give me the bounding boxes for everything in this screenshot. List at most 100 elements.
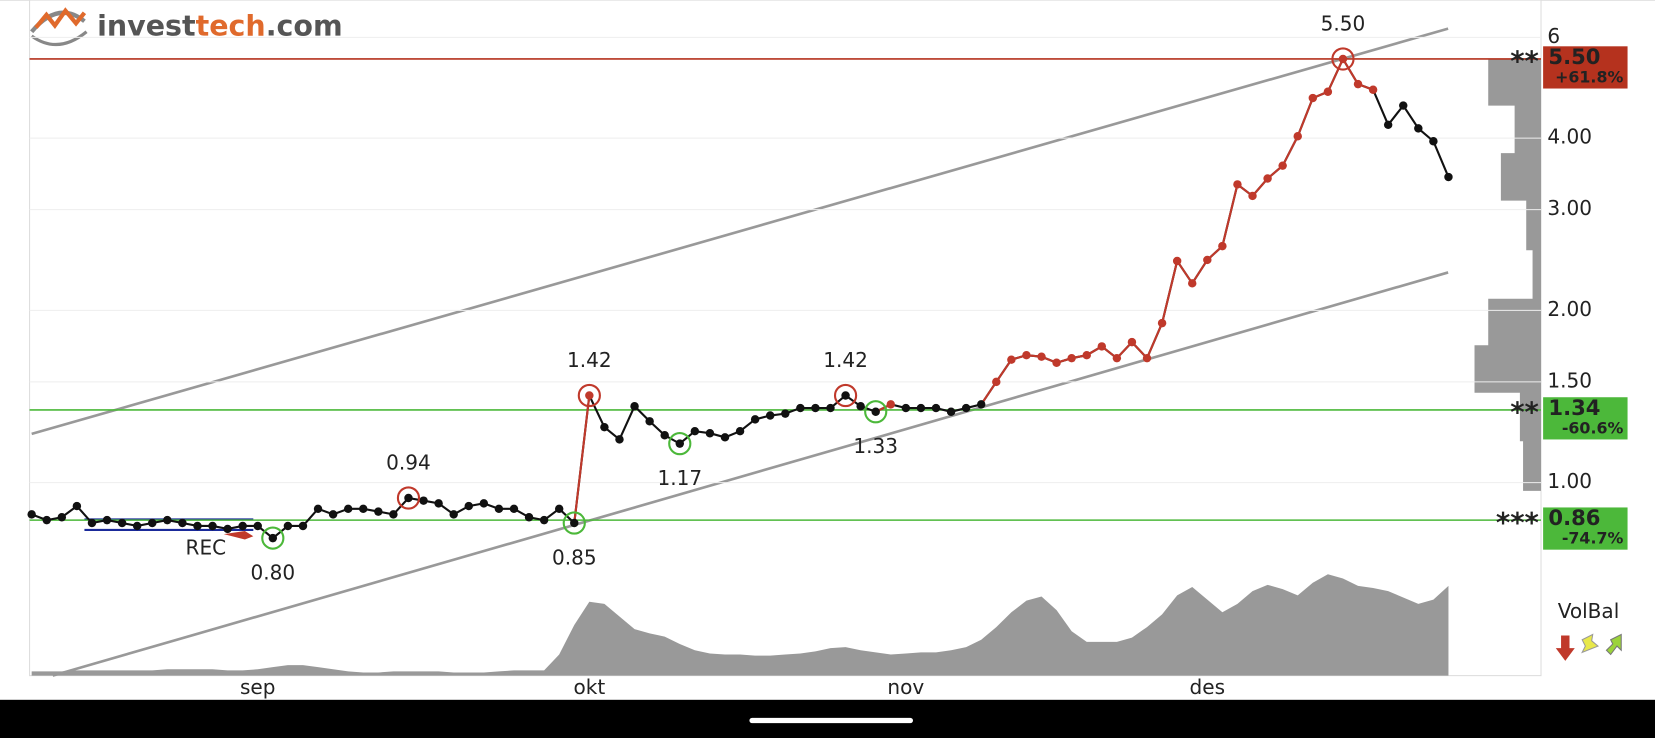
y-tick-label: 2.00	[1547, 297, 1592, 321]
extreme-label: 1.42	[823, 348, 868, 372]
price-point	[1444, 172, 1453, 182]
price-point	[781, 409, 790, 418]
price-point	[735, 426, 745, 436]
price-segment	[1326, 58, 1344, 93]
price-point	[1308, 93, 1318, 103]
price-point	[208, 521, 217, 531]
price-point	[389, 510, 398, 519]
price-segment	[1176, 260, 1194, 284]
y-tick-label: 6	[1547, 24, 1560, 48]
price-point	[27, 510, 36, 519]
extreme-marker	[668, 432, 692, 456]
logo-icon	[30, 30, 88, 47]
level-change: -60.6%	[1562, 418, 1624, 437]
price-point	[1052, 358, 1061, 367]
level-change: -74.7%	[1562, 529, 1624, 548]
price-point	[479, 499, 489, 508]
home-indicator[interactable]	[749, 717, 913, 724]
price-segment	[1161, 260, 1179, 324]
price-point	[1278, 161, 1287, 170]
price-point	[72, 501, 82, 511]
price-segment	[995, 359, 1013, 383]
price-point	[464, 501, 473, 511]
price-point	[946, 407, 956, 416]
price-point	[630, 401, 639, 411]
logo-icon	[34, 7, 87, 29]
price-point	[992, 377, 1001, 387]
price-point	[374, 507, 383, 516]
price-point	[660, 431, 669, 440]
price-point	[1429, 137, 1438, 146]
extreme-label: 5.50	[1321, 12, 1366, 36]
price-point	[886, 400, 896, 409]
volume-title: VolBal	[1558, 599, 1620, 623]
price-point	[976, 400, 986, 409]
price-point	[615, 435, 624, 444]
price-segment	[573, 395, 591, 524]
level-badge	[1543, 46, 1628, 89]
trend-channel	[52, 271, 1449, 677]
extreme-marker	[562, 511, 586, 535]
price-point	[163, 515, 172, 525]
y-tick-label: 1.50	[1547, 368, 1592, 392]
signal-label: REC	[186, 535, 227, 559]
y-tick-label: 3.00	[1547, 196, 1592, 220]
price-point	[1218, 241, 1227, 251]
extreme-label: 1.42	[567, 348, 612, 372]
extreme-marker	[396, 486, 421, 510]
price-point	[449, 510, 458, 519]
extreme-label: 1.17	[657, 466, 702, 490]
price-point	[1353, 79, 1363, 89]
price-point	[961, 403, 971, 413]
level-value: 5.50	[1548, 44, 1600, 69]
price-point	[1338, 54, 1348, 64]
extreme-label: 1.33	[853, 434, 898, 458]
price-point	[539, 515, 549, 525]
x-tick-label: okt	[573, 675, 605, 699]
price-point	[1157, 318, 1167, 328]
level-change: +61.8%	[1555, 67, 1623, 86]
price-point	[1203, 255, 1212, 265]
price-point	[645, 417, 654, 426]
price-point	[57, 513, 67, 522]
x-tick-label: des	[1190, 675, 1226, 699]
price-point	[509, 504, 519, 514]
price-point	[1127, 337, 1137, 347]
price-point	[148, 518, 157, 528]
price-point	[328, 510, 338, 519]
price-point	[283, 521, 293, 531]
background	[0, 0, 1655, 700]
price-point	[690, 426, 700, 436]
extreme-marker	[864, 400, 888, 424]
price-point	[931, 403, 941, 413]
level-value: 1.34	[1548, 395, 1600, 420]
price-point	[1022, 350, 1031, 360]
price-point	[826, 403, 835, 413]
price-point	[856, 401, 865, 411]
price-point	[419, 496, 428, 505]
y-tick-label: 4.00	[1547, 125, 1592, 149]
price-point	[585, 391, 594, 400]
x-tick-label: sep	[240, 675, 276, 699]
price-segment	[1191, 259, 1209, 284]
volbal-arrow	[1555, 635, 1575, 661]
price-point	[675, 439, 684, 448]
price-point	[193, 521, 202, 531]
price-point	[1142, 353, 1152, 363]
price-segment	[1281, 135, 1299, 167]
x-tick-label: nov	[887, 675, 924, 699]
volbal-arrow	[1605, 633, 1622, 656]
level-badge	[1543, 397, 1628, 440]
price-point	[841, 391, 850, 400]
price-point	[901, 403, 911, 413]
plot: 1.001.502.003.004.006** 5.50+61.8%** 1.34-…	[27, 12, 1628, 699]
price-point	[178, 518, 187, 528]
price-point	[1082, 350, 1091, 360]
price-point	[600, 422, 609, 432]
price-point	[1248, 191, 1257, 201]
price-point	[102, 515, 112, 525]
price-histogram	[1474, 59, 1542, 491]
price-point	[916, 403, 926, 413]
price-point	[1293, 132, 1302, 141]
